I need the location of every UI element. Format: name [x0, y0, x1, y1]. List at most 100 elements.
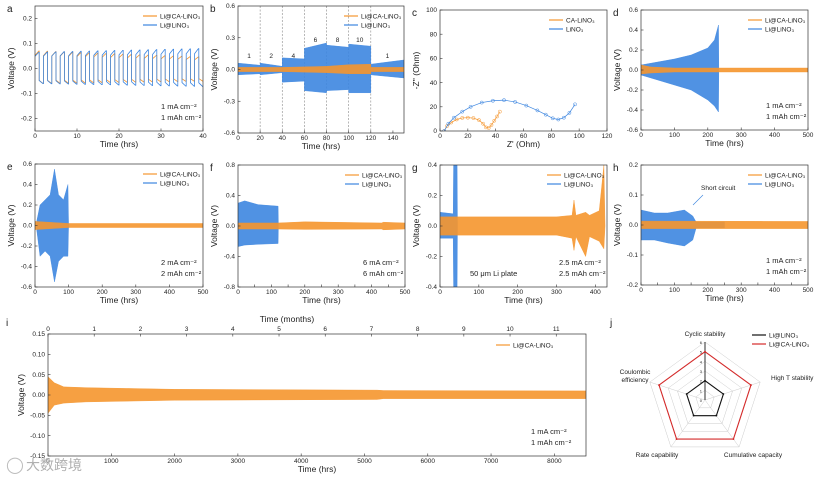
x-tick-label: 400: [769, 132, 780, 139]
series-band-Li@CA-LiNO3: [641, 64, 808, 75]
data-point: [492, 118, 497, 123]
radar-point: [715, 414, 718, 417]
x-tick-label: 6000: [421, 458, 436, 465]
x-tick-label: 1000: [104, 458, 119, 465]
y-tick-label: -0.4: [224, 254, 236, 261]
radar-spoke: [704, 381, 761, 401]
data-point: [481, 121, 485, 126]
x-axis-label: Time (hrs): [100, 139, 139, 149]
legend-label: Li@CA-LiNO₃: [769, 341, 810, 348]
x-tick-label: 80: [548, 133, 556, 140]
y-tick-label: 0.8: [226, 162, 235, 169]
data-point: [489, 123, 494, 127]
radar-grid-ring: [677, 370, 733, 424]
y-tick-label: 60: [430, 56, 438, 63]
radar-point: [685, 393, 688, 395]
data-point: [497, 109, 502, 114]
legend-label: Li@CA-LiNO₃: [765, 17, 806, 24]
li-plate-note: 50 μm Li plate: [470, 269, 517, 278]
legend-label: Li@LiNO₃: [765, 26, 794, 33]
watermark-text: 大数跨境: [26, 458, 82, 474]
condition-note: 2.5 mA cm⁻²: [559, 258, 601, 267]
y-tick-label: 0.2: [23, 16, 32, 23]
panel-label: d: [613, 8, 619, 19]
x-tick-label: 40: [199, 133, 207, 140]
x-tick-label: 200: [702, 132, 713, 139]
y-tick-label: 80: [430, 31, 438, 38]
x-tick-label: 7000: [484, 458, 499, 465]
radar-tick-label: 6: [700, 340, 703, 345]
radar-grid-ring: [649, 341, 761, 448]
rate-label: 6: [314, 37, 318, 44]
radar-point: [704, 379, 706, 382]
y-axis-label: Voltage (V): [6, 47, 16, 89]
y-tick-label: 0.6: [226, 3, 235, 10]
x-tick-label: 200: [299, 289, 310, 296]
x-tick-label: 0: [33, 289, 37, 296]
y-tick-label: 0.0: [428, 223, 437, 230]
plot-area: [641, 24, 808, 113]
x-tick-label: 200: [97, 289, 108, 296]
data-point: [484, 125, 488, 130]
x-axis-label: Time (hrs): [705, 138, 744, 148]
x-tick-label: 40: [279, 135, 287, 142]
y-axis-label: Voltage (V): [6, 204, 16, 246]
series-band-Li@CA-LiNO3: [641, 220, 808, 229]
plot-area: [238, 6, 404, 133]
x2-tick-label: 4: [231, 326, 235, 333]
x-tick-label: 0: [639, 132, 643, 139]
x-tick-label: 300: [130, 289, 141, 296]
x-tick-label: 120: [602, 133, 613, 140]
radar-point: [658, 384, 660, 386]
plot-area: [48, 376, 586, 414]
y-tick-label: 40: [430, 80, 438, 87]
y-tick-label: -0.1: [21, 91, 33, 98]
x-tick-label: 400: [164, 289, 175, 296]
y-tick-label: -0.4: [21, 264, 33, 271]
y-tick-label: 0.0: [226, 223, 235, 230]
x2-tick-label: 10: [506, 326, 514, 333]
x-tick-label: 80: [323, 135, 331, 142]
x2-axis-label: Time (months): [260, 314, 315, 324]
legend-label: Li@CA-LiNO₃: [513, 342, 554, 349]
x-tick-label: 0: [639, 287, 643, 294]
radar-point: [704, 350, 706, 353]
x-tick-label: 8000: [547, 458, 562, 465]
x-tick-label: 500: [803, 287, 814, 294]
panel-label: i: [6, 318, 8, 329]
x-tick-label: 400: [769, 287, 780, 294]
x-axis-label: Time (hrs): [504, 295, 543, 305]
radar-grid-ring: [695, 390, 715, 409]
x-tick-label: 100: [669, 132, 680, 139]
x-tick-label: 2000: [167, 458, 182, 465]
series-band-Li@CA-LiNO3: [238, 64, 404, 74]
plot-area: [238, 200, 405, 247]
x-tick-label: 30: [157, 133, 165, 140]
radar-axis-label: Rate capability: [636, 452, 679, 459]
y-tick-label: 0.2: [428, 193, 437, 200]
panel-label: j: [609, 318, 612, 329]
y-tick-label: 0.2: [23, 202, 32, 209]
annotation-arrow: [692, 194, 704, 206]
y-tick-label: -0.2: [21, 116, 33, 123]
data-point: [446, 121, 451, 126]
x2-tick-label: 5: [277, 326, 281, 333]
x-tick-label: 20: [115, 133, 123, 140]
y-tick-label: 0.15: [32, 331, 45, 338]
legend-label: CA-LiNO₃: [566, 17, 595, 24]
panel-c: c 0 20 40 60 80 100 120 0 20 40 60 80 100 Z' (Ohm) -Z''…: [411, 7, 613, 149]
x-tick-label: 0: [46, 458, 50, 465]
x-tick-label: 5000: [357, 458, 372, 465]
condition-note: 2 mAh cm⁻²: [161, 269, 202, 278]
y-axis-label: Voltage (V): [209, 205, 219, 247]
x-tick-label: 60: [520, 133, 528, 140]
legend-label: Li@CA-LiNO₃: [160, 171, 201, 178]
y-tick-label: -0.05: [30, 413, 45, 420]
data-point: [550, 116, 555, 121]
y-tick-label: 0.2: [629, 162, 638, 169]
y-tick-label: 0.4: [428, 162, 437, 169]
data-point: [486, 126, 491, 130]
condition-note: 1 mA cm⁻²: [766, 256, 802, 265]
x2-tick-label: 2: [139, 326, 143, 333]
